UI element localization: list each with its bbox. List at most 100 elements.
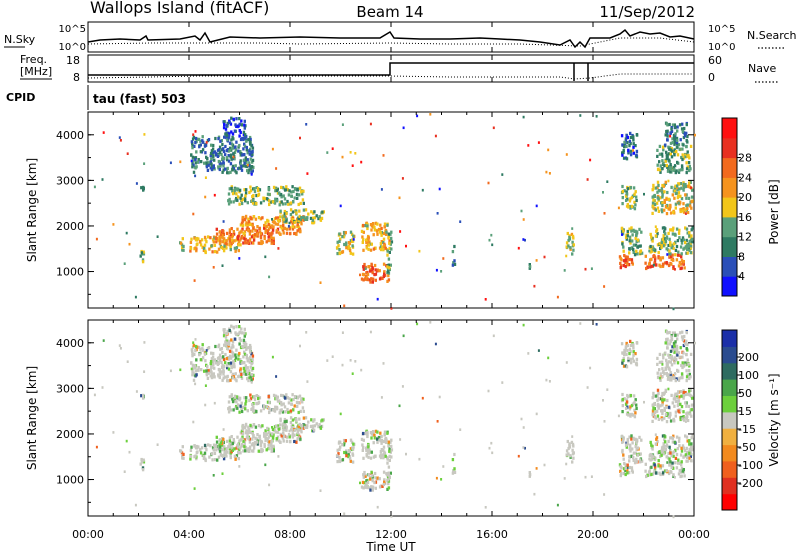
velocity-cell <box>399 438 402 441</box>
power-cell <box>250 170 253 174</box>
velocity-cell <box>621 359 624 363</box>
velocity-cell <box>665 455 668 459</box>
power-cell <box>191 146 194 150</box>
velocity-cell <box>236 443 240 447</box>
power-cell <box>255 201 258 206</box>
velocity-cell <box>535 467 538 470</box>
velocity-cell <box>380 434 383 439</box>
velocity-cell <box>263 404 266 408</box>
power-cell <box>451 250 455 254</box>
power-cell <box>387 257 391 261</box>
velocity-cell <box>240 429 244 433</box>
velocity-cell <box>661 401 664 405</box>
velocity-cell <box>677 472 681 476</box>
velocity-cell <box>264 429 267 433</box>
power-cell <box>248 229 251 233</box>
power-cell <box>388 241 391 245</box>
power-cell <box>660 245 663 249</box>
velocity-cell <box>679 453 683 457</box>
velocity-cell <box>378 477 381 481</box>
power-cell <box>667 197 671 201</box>
x-axis-label: Time UT <box>365 540 416 554</box>
velocity-cell <box>242 366 246 371</box>
velocity-cell <box>629 449 632 453</box>
velocity-cell <box>288 397 291 401</box>
power-cell <box>376 268 379 272</box>
power-cell <box>643 192 645 196</box>
velocity-cell <box>297 436 301 440</box>
power-cell <box>268 202 271 207</box>
power-cell <box>685 167 689 171</box>
power-cell <box>143 162 146 165</box>
velocity-cell <box>563 477 566 480</box>
velocity-cell <box>567 446 570 451</box>
power-cell <box>297 219 300 223</box>
velocity-cell <box>278 411 281 415</box>
velocity-cell <box>248 398 251 403</box>
power-cell <box>652 183 655 187</box>
power-cell <box>660 243 663 247</box>
power-cell <box>629 186 633 190</box>
power-cell <box>624 137 628 141</box>
velocity-cell <box>227 367 231 371</box>
power-cell <box>383 244 387 248</box>
power-cell <box>285 211 288 216</box>
velocity-cell <box>275 424 278 428</box>
power-cell <box>621 202 624 206</box>
power-cell <box>491 243 494 247</box>
velocity-cell <box>679 417 682 422</box>
power-cell <box>272 236 275 240</box>
power-cell <box>190 153 193 157</box>
velocity-cell <box>139 462 142 466</box>
velocity-cell <box>320 424 324 428</box>
power-cell <box>635 153 638 157</box>
power-cell <box>244 156 247 160</box>
power-cell <box>351 244 354 248</box>
velocity-cell <box>232 325 235 329</box>
power-cell <box>301 198 305 202</box>
power-cell <box>626 135 629 139</box>
velocity-cell <box>248 369 251 373</box>
power-cell <box>201 135 204 139</box>
power-cell <box>685 238 688 242</box>
velocity-cell <box>658 368 661 372</box>
power-cell <box>571 234 575 238</box>
power-cell <box>682 260 685 264</box>
power-cell <box>214 250 217 254</box>
velocity-cell <box>622 467 626 471</box>
velocity-cell <box>669 460 672 464</box>
velocity-cell <box>374 476 377 480</box>
velocity-cell <box>249 375 252 379</box>
velocity-cell <box>229 361 233 365</box>
colorbar-segment <box>722 236 737 257</box>
velocity-cell <box>383 480 386 484</box>
velocity-cell <box>635 438 638 442</box>
velocity-cell <box>215 435 218 439</box>
power-cell <box>230 130 233 134</box>
velocity-cell <box>491 451 494 455</box>
velocity-cell <box>683 334 686 339</box>
velocity-cell <box>210 452 213 456</box>
velocity-cell <box>620 342 624 346</box>
power-cell <box>289 201 293 205</box>
power-cell <box>684 183 687 187</box>
velocity-cell <box>305 331 308 334</box>
power-cell <box>216 148 220 152</box>
power-cell <box>685 227 689 231</box>
power-cell <box>277 219 281 223</box>
power-cell <box>232 230 235 234</box>
power-cell <box>379 242 383 246</box>
velocity-cell <box>248 343 252 348</box>
velocity-cell <box>221 350 224 355</box>
power-cell <box>487 181 490 185</box>
power-cell <box>226 121 229 125</box>
power-cell <box>528 263 531 267</box>
velocity-cell <box>203 454 206 459</box>
power-cell <box>217 137 220 141</box>
power-cell <box>374 268 377 272</box>
velocity-cell <box>309 424 313 428</box>
velocity-cell <box>370 477 374 481</box>
velocity-cell <box>317 425 320 429</box>
power-cell <box>349 239 353 243</box>
power-cell <box>270 236 273 240</box>
